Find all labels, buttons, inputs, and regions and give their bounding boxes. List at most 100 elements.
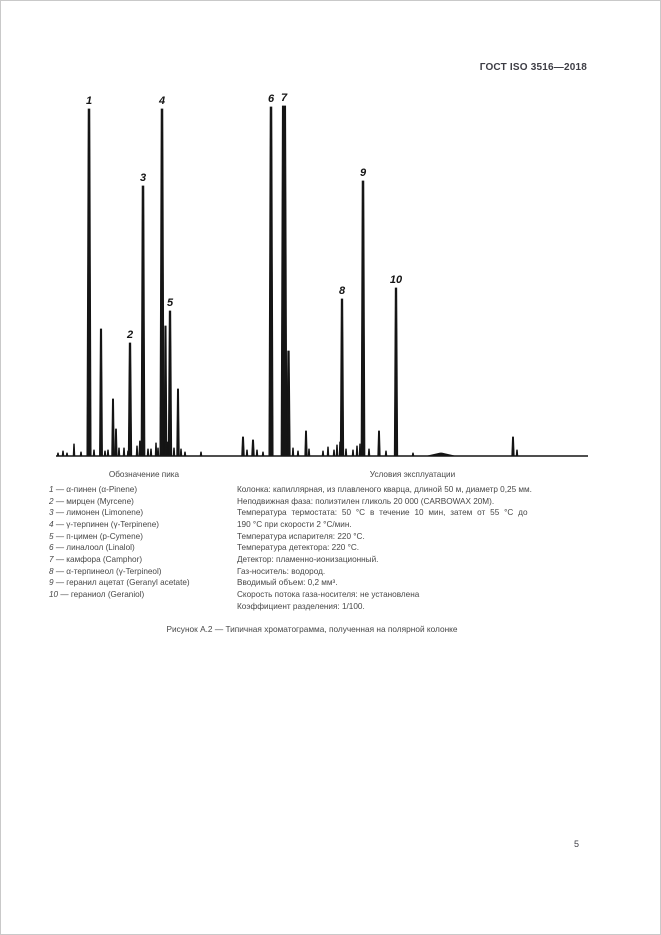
minor-peak [179, 448, 183, 457]
page-number: 5 [574, 839, 580, 849]
minor-peak [99, 328, 103, 457]
condition-line: Вводимый объем: 0,2 мм³. [237, 578, 338, 588]
operating-conditions: Условия эксплуатации Колонка: капиллярна… [237, 469, 588, 612]
peak-label-6: 6 [268, 93, 275, 105]
minor-peak [321, 450, 325, 457]
minor-peak [103, 450, 107, 457]
condition-line: Температура термостата: 50 °С в течение … [237, 508, 528, 518]
conditions-lines: Колонка: капиллярная, из плавленого квар… [237, 484, 588, 612]
minor-peak [511, 436, 515, 457]
minor-peak [138, 440, 142, 457]
legend-item: 10 — гераниол (Geraniol) [49, 589, 145, 599]
peak-label-8: 8 [339, 285, 346, 297]
minor-peak [172, 447, 176, 457]
minor-peak [156, 447, 160, 457]
minor-peak [106, 449, 110, 457]
minor-peak [426, 452, 456, 457]
peak-7 [280, 105, 288, 457]
legend-item: 5 — п-цимен (p-Cymene) [49, 531, 143, 541]
minor-peak [61, 450, 65, 457]
peak-5 [167, 310, 173, 457]
minor-peak [163, 325, 168, 457]
legend-item: 8 — α-терпинеол (γ-Terpineol) [49, 566, 162, 576]
minor-peak [255, 449, 259, 457]
peak-9 [360, 180, 366, 457]
condition-line: Температура детектора: 220 °С. [237, 543, 360, 553]
peak-label-4: 4 [158, 95, 165, 107]
peak-1 [86, 108, 92, 457]
minor-peak [114, 428, 118, 457]
minor-peak [126, 450, 130, 457]
peak-label-5: 5 [167, 297, 174, 309]
legend-items: 1 — α-пинен (α-Pinene) 2 — мирцен (Myrcen… [49, 484, 239, 601]
minor-peak [154, 442, 158, 457]
peak-8 [339, 298, 345, 457]
legend-item: 6 — линалоол (Linalol) [49, 543, 135, 553]
minor-peak [286, 350, 291, 457]
minor-peak [335, 444, 339, 457]
minor-peak [56, 452, 60, 457]
legend-title: Обозначение пика [108, 470, 180, 479]
minor-peak [411, 452, 415, 457]
minor-peak [338, 441, 342, 457]
chromatogram-figure: 1 2 3 4 5 6 7 8 9 10 [56, 92, 588, 457]
minor-peak [65, 452, 69, 457]
peak-label-3: 3 [140, 172, 146, 184]
peak-label-1: 1 [86, 95, 92, 107]
minor-peak [72, 443, 76, 457]
legend-item: 7 — камфора (Camphor) [49, 554, 143, 564]
peak-6 [268, 106, 274, 457]
minor-peak [377, 430, 381, 457]
legend-item: 4 — γ-терпинен (γ-Terpinene) [49, 519, 159, 529]
peak-legend: Обозначение пика 1 — α-пинен (α-Pinene) 2… [49, 469, 239, 601]
minor-peak [344, 448, 348, 457]
minor-peak [176, 388, 180, 457]
legend-item: 1 — α-пинен (α-Pinene) [49, 485, 138, 494]
minor-peak [146, 448, 150, 457]
condition-line: Скорость потока газа-носителя: не устано… [237, 589, 420, 599]
minor-peak [307, 448, 311, 457]
minor-peak [166, 441, 169, 457]
minor-peak [326, 446, 330, 457]
peak-4 [159, 108, 165, 457]
minor-peak [355, 445, 359, 457]
peak-label-2: 2 [126, 329, 133, 341]
minor-peak [351, 449, 355, 457]
minor-peak [111, 398, 115, 457]
peak-label-10: 10 [390, 274, 403, 286]
minor-peak [117, 447, 121, 457]
minor-peak [183, 451, 187, 457]
document-header: ГОСТ ISO 3516—2018 [479, 62, 587, 73]
peak-10 [393, 287, 399, 457]
minor-peak [245, 449, 249, 457]
minor-peak [358, 443, 362, 457]
condition-line: Колонка: капиллярная, из плавленого квар… [237, 485, 532, 494]
condition-line: Температура испарителя: 220 °С. [237, 531, 365, 541]
conditions-title: Условия эксплуатации [369, 470, 456, 479]
minor-peak [199, 451, 203, 457]
minor-peak [251, 439, 255, 457]
minor-peak [304, 430, 308, 457]
legend-item: 9 — геранил ацетат (Geranyl acetate) [49, 578, 190, 588]
condition-line: Детектор: пламенно-ионизационный. [237, 554, 379, 564]
minor-peak [149, 448, 153, 457]
minor-peak [122, 447, 126, 457]
minor-peak [135, 445, 139, 457]
figure-caption: Рисунок А.2 — Типичная хроматограмма, по… [166, 624, 458, 634]
minor-peak [367, 448, 371, 457]
minor-peak [92, 449, 96, 457]
minor-peak [241, 436, 245, 457]
condition-line: 190 °С при скорости 2 °С/мин. [237, 519, 352, 529]
condition-line: Неподвижная фаза: полиэтилен гликоль 20 … [237, 496, 495, 506]
legend-item: 3 — лимонен (Limonene) [49, 508, 144, 518]
minor-peak [296, 450, 300, 457]
peak-2 [127, 342, 133, 457]
legend-item: 2 — мирцен (Myrcene) [49, 496, 134, 506]
minor-peak [384, 450, 388, 457]
peak-label-7: 7 [281, 92, 288, 104]
peak-3 [140, 185, 146, 457]
minor-peak [291, 447, 295, 457]
minor-peak [332, 449, 336, 457]
condition-line: Газ-носитель: водород. [237, 566, 326, 576]
